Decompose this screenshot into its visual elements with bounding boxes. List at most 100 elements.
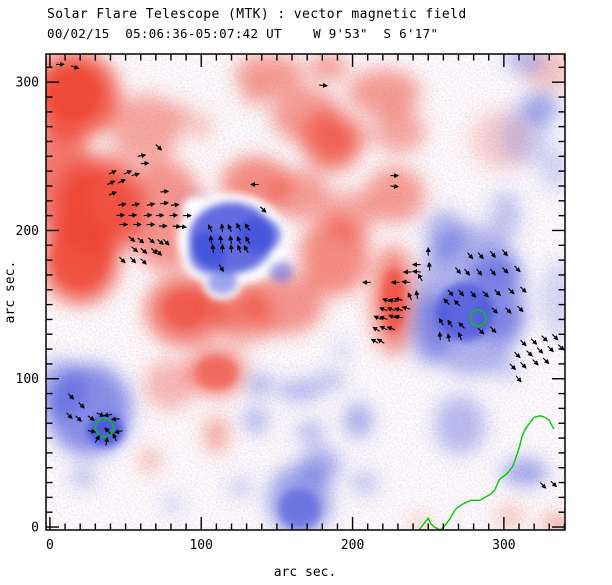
magnetic-region-positive xyxy=(326,117,373,154)
field-vector-arrow xyxy=(467,252,474,260)
field-vector-arrow xyxy=(143,212,153,218)
field-vector-arrow xyxy=(104,436,110,446)
field-vector-arrow xyxy=(494,289,501,296)
x-axis-label: arc sec. xyxy=(274,565,337,580)
magnetic-region-negative-core xyxy=(207,270,238,295)
magnetic-region-positive xyxy=(496,504,524,529)
field-vector-arrow xyxy=(482,290,489,298)
magnetic-region-negative xyxy=(46,359,87,419)
magnetic-region-positive xyxy=(308,54,348,81)
field-vector-arrow xyxy=(417,273,423,282)
field-vector-arrow xyxy=(131,202,141,208)
field-vector-arrow xyxy=(477,327,485,335)
field-vector-arrow xyxy=(520,339,527,347)
field-vector-arrow xyxy=(243,245,249,253)
field-vector-arrow xyxy=(218,264,224,273)
field-vector-arrow xyxy=(464,268,471,276)
field-vector-arrow xyxy=(476,268,483,276)
field-vector-arrow xyxy=(501,249,508,257)
magnetic-region-negative xyxy=(248,374,273,396)
field-vector-arrow xyxy=(505,307,512,314)
magnetic-region-positive xyxy=(140,448,159,473)
field-vector-arrow xyxy=(319,82,328,88)
field-vector-arrow xyxy=(458,289,465,297)
magnetic-region-negative xyxy=(491,356,519,381)
field-vector-arrow xyxy=(207,223,213,233)
magnetic-region-negative-core xyxy=(435,282,494,342)
magnetic-region-positive xyxy=(242,85,270,106)
magnetic-region-negative xyxy=(71,466,96,487)
field-vector-arrow xyxy=(170,202,180,208)
field-vector-arrow xyxy=(477,252,484,260)
field-vector-arrow xyxy=(107,180,116,186)
field-vector-arrow xyxy=(219,223,225,232)
field-vector-arrow xyxy=(401,305,411,311)
field-vector-arrow xyxy=(117,179,126,184)
field-vector-arrow xyxy=(458,322,465,329)
field-vector-arrow xyxy=(542,357,550,365)
field-vector-arrow xyxy=(140,258,147,265)
x-tick-label: 200 xyxy=(341,538,364,553)
field-vector-arrow xyxy=(401,279,411,285)
magnetic-region-negative-core xyxy=(269,261,294,283)
field-vector-arrow xyxy=(457,331,463,341)
field-vector-arrow xyxy=(426,261,432,271)
y-tick-label: 200 xyxy=(16,224,39,239)
magnetic-region-positive xyxy=(168,102,193,127)
magnetic-region-negative xyxy=(345,402,373,439)
field-vector-arrow xyxy=(150,247,158,255)
magnetic-region-positive-core xyxy=(163,289,206,329)
field-vector-arrow xyxy=(547,345,554,353)
field-vector-arrow xyxy=(67,393,75,400)
field-vector-arrow xyxy=(455,267,462,275)
field-vector-arrow xyxy=(407,292,413,301)
magnetic-region-positive-core xyxy=(195,355,238,391)
field-vector-arrow xyxy=(372,326,381,332)
magnetic-region-negative xyxy=(314,371,345,390)
convergence-marker xyxy=(469,309,487,327)
field-vector-arrow xyxy=(541,335,548,342)
field-vector-arrow xyxy=(502,267,509,274)
field-vector-arrow xyxy=(128,212,138,218)
field-vector-arrow xyxy=(379,315,388,321)
y-axis-label: arc sec. xyxy=(3,261,18,324)
field-vector-arrow xyxy=(218,235,224,244)
magnetic-region-negative xyxy=(499,105,551,166)
field-vector-arrow xyxy=(236,222,242,231)
magnetic-region-negative-core xyxy=(278,488,321,530)
field-vector-arrow xyxy=(75,415,82,422)
field-vector-arrow xyxy=(140,247,148,254)
field-vector-arrow xyxy=(114,429,123,435)
field-vector-arrow xyxy=(443,298,450,305)
magnetic-region-positive xyxy=(323,190,376,241)
field-vector-arrow xyxy=(447,319,453,328)
field-vector-arrow xyxy=(526,350,533,357)
field-vector-arrow xyxy=(515,375,522,383)
magnetic-region-positive xyxy=(187,113,212,140)
field-vector-arrow xyxy=(509,363,517,371)
magnetic-region-positive-core xyxy=(69,171,131,237)
magnetic-region-negative xyxy=(228,476,253,498)
magnetic-region-negative xyxy=(301,447,341,483)
magnetic-region-negative-core xyxy=(189,231,226,274)
magnetic-region-negative xyxy=(243,407,268,434)
field-vector-arrow xyxy=(508,287,515,295)
field-vector-arrow xyxy=(117,202,127,208)
field-vector-arrow xyxy=(379,306,388,312)
field-vector-arrow xyxy=(123,170,133,175)
field-vector-arrow xyxy=(491,307,498,314)
x-tick-label: 0 xyxy=(46,538,54,553)
magnetic-region-positive xyxy=(541,513,565,530)
x-tick-label: 300 xyxy=(492,538,515,553)
field-vector-arrow xyxy=(245,236,251,245)
magnetic-region-negative xyxy=(351,470,379,495)
field-vector-arrow xyxy=(446,333,452,342)
plot-title: Solar Flare Telescope (MTK) : vector mag… xyxy=(47,7,467,22)
plot-border xyxy=(45,53,566,531)
field-vector-arrow xyxy=(157,238,165,246)
field-vector-arrow xyxy=(236,235,242,245)
field-vector-arrow xyxy=(520,286,527,293)
y-tick-label: 0 xyxy=(31,521,39,536)
